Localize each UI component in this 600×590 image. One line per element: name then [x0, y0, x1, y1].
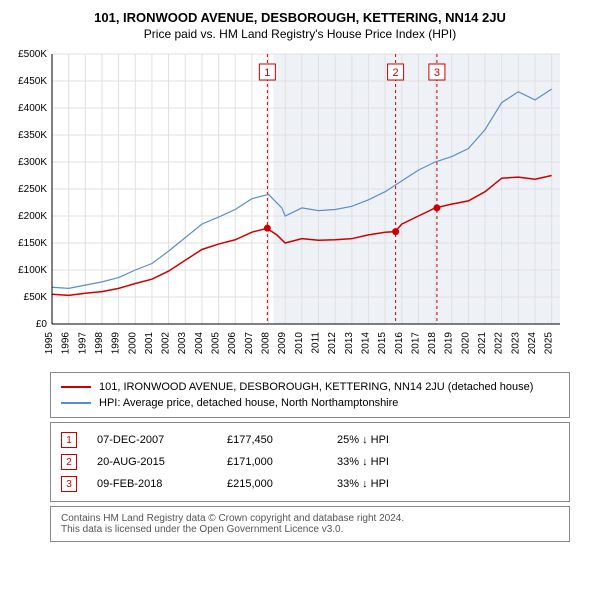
event-marker: 3	[61, 476, 77, 492]
svg-text:2023: 2023	[510, 332, 521, 355]
chart-title: 101, IRONWOOD AVENUE, DESBOROUGH, KETTER…	[10, 10, 590, 25]
svg-text:£50K: £50K	[24, 292, 48, 303]
svg-text:2022: 2022	[494, 332, 505, 355]
footer-line1: Contains HM Land Registry data © Crown c…	[61, 513, 559, 524]
svg-text:£450K: £450K	[18, 76, 47, 87]
legend-row: 101, IRONWOOD AVENUE, DESBOROUGH, KETTER…	[61, 379, 559, 395]
svg-text:2020: 2020	[460, 332, 471, 355]
svg-text:1997: 1997	[77, 332, 88, 355]
svg-text:2015: 2015	[377, 332, 388, 355]
svg-text:2006: 2006	[227, 332, 238, 355]
chart-subtitle: Price paid vs. HM Land Registry's House …	[10, 27, 590, 41]
svg-text:1996: 1996	[61, 332, 72, 355]
event-row: 3 09-FEB-2018£215,00033% ↓ HPI	[61, 473, 559, 495]
svg-text:£150K: £150K	[18, 238, 47, 249]
event-date: 07-DEC-2007	[97, 434, 227, 446]
svg-text:£0: £0	[36, 319, 48, 330]
footer-line2: This data is licensed under the Open Gov…	[61, 524, 559, 535]
chart-area: £0 £50K £100K £150K £200K £250K £300K £350K £400…	[10, 49, 590, 364]
legend-row: HPI: Average price, detached house, Nort…	[61, 395, 559, 411]
svg-text:1995: 1995	[44, 332, 55, 355]
svg-text:2024: 2024	[527, 332, 538, 355]
event-date: 20-AUG-2015	[97, 456, 227, 468]
svg-text:2017: 2017	[410, 332, 421, 355]
legend-swatch	[61, 386, 91, 388]
svg-text:2001: 2001	[144, 332, 155, 355]
event-price: £171,000	[227, 456, 337, 468]
svg-text:2000: 2000	[127, 332, 138, 355]
svg-text:2011: 2011	[310, 332, 321, 354]
event-pct: 25% ↓ HPI	[337, 434, 559, 446]
event-marker: 2	[61, 454, 77, 470]
svg-text:1998: 1998	[94, 332, 105, 355]
svg-text:2021: 2021	[477, 332, 488, 355]
event-price: £177,450	[227, 434, 337, 446]
event-date: 09-FEB-2018	[97, 478, 227, 490]
svg-text:2013: 2013	[344, 332, 355, 355]
svg-text:2018: 2018	[427, 332, 438, 355]
svg-text:£250K: £250K	[18, 184, 47, 195]
event-pct: 33% ↓ HPI	[337, 456, 559, 468]
svg-text:£350K: £350K	[18, 130, 47, 141]
svg-text:2016: 2016	[394, 332, 405, 355]
event-row: 1 07-DEC-2007£177,45025% ↓ HPI	[61, 429, 559, 451]
svg-text:2014: 2014	[360, 332, 371, 355]
legend-swatch	[61, 402, 91, 404]
svg-text:£400K: £400K	[18, 103, 47, 114]
svg-text:3: 3	[434, 67, 440, 79]
svg-text:2025: 2025	[544, 332, 555, 355]
svg-text:2009: 2009	[277, 332, 288, 355]
svg-text:2019: 2019	[444, 332, 455, 355]
svg-text:2004: 2004	[194, 332, 205, 355]
footer-box: Contains HM Land Registry data © Crown c…	[50, 506, 570, 542]
svg-text:£300K: £300K	[18, 157, 47, 168]
svg-text:2012: 2012	[327, 332, 338, 355]
svg-text:2007: 2007	[244, 332, 255, 355]
event-pct: 33% ↓ HPI	[337, 478, 559, 490]
svg-text:2: 2	[393, 67, 399, 79]
legend-box: 101, IRONWOOD AVENUE, DESBOROUGH, KETTER…	[50, 372, 570, 418]
event-row: 2 20-AUG-2015£171,00033% ↓ HPI	[61, 451, 559, 473]
price-chart: £0 £50K £100K £150K £200K £250K £300K £350K £400…	[10, 49, 570, 359]
svg-text:2008: 2008	[261, 332, 272, 355]
svg-text:£500K: £500K	[18, 49, 47, 60]
svg-text:2005: 2005	[211, 332, 222, 355]
svg-text:2010: 2010	[294, 332, 305, 355]
legend-label: HPI: Average price, detached house, Nort…	[99, 397, 398, 409]
legend-label: 101, IRONWOOD AVENUE, DESBOROUGH, KETTER…	[99, 381, 533, 393]
event-marker: 1	[61, 432, 77, 448]
svg-text:£200K: £200K	[18, 211, 47, 222]
event-price: £215,000	[227, 478, 337, 490]
svg-text:1999: 1999	[111, 332, 122, 355]
svg-text:2002: 2002	[161, 332, 172, 355]
svg-text:2003: 2003	[177, 332, 188, 355]
svg-text:1: 1	[264, 67, 270, 79]
events-box: 1 07-DEC-2007£177,45025% ↓ HPI 2 20-AUG-201…	[50, 422, 570, 502]
svg-text:£100K: £100K	[18, 265, 47, 276]
